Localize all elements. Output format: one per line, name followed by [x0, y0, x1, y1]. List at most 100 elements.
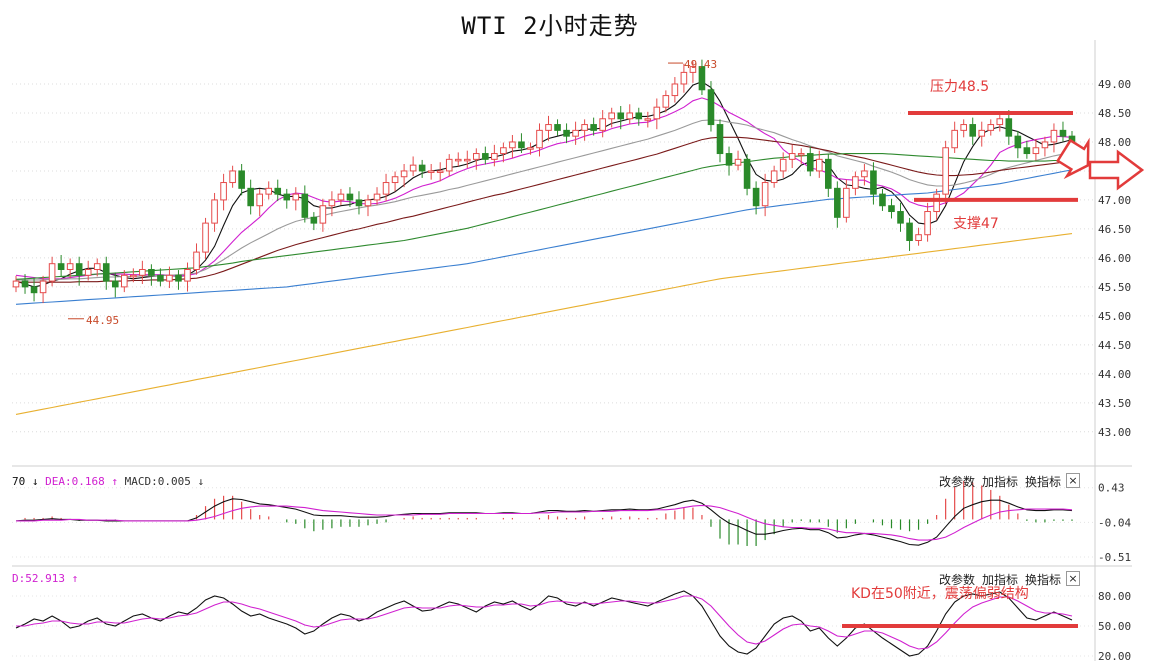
series-line-ma60 — [15, 153, 1073, 280]
price-tick-label: 44.50 — [1098, 339, 1131, 352]
d-line — [16, 595, 1073, 650]
switch-indicator-button[interactable]: 换指标 — [1025, 475, 1062, 489]
candle-body — [274, 187, 282, 195]
candle-body — [752, 187, 760, 207]
macd-tick-label: 0.43 — [1098, 482, 1125, 495]
candle-body — [933, 193, 940, 213]
candle-body — [130, 274, 137, 278]
candle-body — [57, 263, 65, 270]
candle-body — [554, 124, 561, 131]
candle-body — [906, 222, 913, 242]
candle-body — [1041, 141, 1049, 149]
macd-panel — [12, 481, 1095, 558]
candle-body — [1032, 147, 1040, 155]
kd-note: KD在50附近，震荡偏弱结构 — [851, 586, 1029, 602]
high-price-label: 49.43 — [684, 58, 718, 71]
candle-body — [193, 251, 200, 270]
price-tick-label: 47.00 — [1098, 194, 1131, 207]
candle-body — [608, 112, 615, 120]
candle-body — [454, 158, 462, 162]
candle-body — [30, 286, 38, 294]
candle-body — [175, 274, 182, 282]
candle-body — [644, 118, 652, 121]
candle-body — [373, 193, 381, 201]
up-arrow-icon: ↑ — [111, 475, 118, 488]
candle-body — [48, 263, 56, 282]
candle-body — [725, 153, 733, 166]
candle-body — [527, 147, 534, 150]
candle-body — [184, 268, 191, 282]
candle-body — [1005, 118, 1013, 137]
support-label: 支撑47 — [953, 216, 999, 232]
candle-body — [148, 268, 155, 276]
k-line — [15, 590, 1073, 657]
resistance-label: 压力48.5 — [930, 79, 990, 95]
candle-body — [897, 211, 904, 224]
candle-body — [978, 129, 986, 137]
candle-body — [346, 193, 354, 201]
price-tick-label: 45.50 — [1098, 281, 1131, 294]
candle-body — [843, 187, 850, 218]
series-line-ma5 — [15, 81, 1073, 288]
low-price-label: 44.95 — [86, 314, 120, 327]
candle-body — [825, 158, 832, 189]
change-params-button[interactable]: 改参数 — [939, 573, 976, 587]
candle-body — [924, 211, 931, 236]
candle-body — [545, 124, 552, 131]
candle-body — [75, 263, 83, 276]
moving-averages — [15, 81, 1073, 415]
candle-body — [743, 158, 751, 189]
candle-body — [238, 170, 245, 189]
add-indicator-button[interactable]: 加指标 — [982, 475, 1019, 489]
candle-body — [852, 176, 859, 189]
add-indicator-button[interactable]: 加指标 — [982, 573, 1019, 587]
candle-body — [84, 268, 92, 276]
candle-body — [653, 106, 661, 120]
candle-body — [581, 124, 588, 131]
price-grid — [12, 83, 1095, 433]
candle-body — [915, 234, 922, 242]
candle-body — [409, 164, 417, 172]
candle-body — [509, 141, 516, 149]
switch-indicator-button[interactable]: 换指标 — [1025, 573, 1062, 587]
candle-body — [102, 263, 110, 282]
candle-body — [337, 193, 345, 201]
candle-body — [969, 124, 977, 137]
change-params-button[interactable]: 改参数 — [939, 475, 976, 489]
price-tick-label: 46.50 — [1098, 223, 1131, 236]
candle-body — [166, 274, 173, 282]
up-arrow-icon: ↑ — [71, 572, 79, 585]
candle-body — [879, 193, 886, 207]
candle-body — [770, 170, 778, 184]
macd-tick-label: -0.04 — [1098, 516, 1131, 529]
candle-body — [292, 193, 300, 201]
candle-body — [861, 170, 868, 178]
candle-body — [229, 170, 236, 184]
kd-tick-label: 20.00 — [1098, 650, 1131, 661]
series-line-ma20 — [16, 119, 1073, 281]
candle-body — [942, 147, 949, 195]
candle-body — [211, 199, 218, 224]
close-icon[interactable]: × — [1066, 571, 1080, 586]
candle-body — [355, 199, 363, 207]
kd-tick-label: 50.00 — [1098, 620, 1131, 633]
candle-body — [797, 153, 805, 156]
candle-body — [689, 66, 697, 73]
candle-body — [418, 164, 426, 172]
candle-body — [734, 158, 742, 166]
candle-body — [310, 216, 318, 224]
candle-body — [436, 170, 444, 173]
candle-body — [473, 153, 480, 160]
candle-body — [1050, 129, 1058, 143]
price-tick-label: 49.00 — [1098, 78, 1131, 91]
candle-body — [121, 274, 128, 288]
candle-body — [536, 129, 543, 149]
close-icon[interactable]: × — [1066, 473, 1080, 488]
candle-body — [427, 170, 435, 173]
d-value: D:52.913 — [12, 572, 65, 585]
candle-body — [960, 124, 967, 131]
candlesticks — [12, 59, 1076, 304]
series-line-ma120 — [15, 169, 1073, 305]
candle-body — [283, 193, 291, 201]
